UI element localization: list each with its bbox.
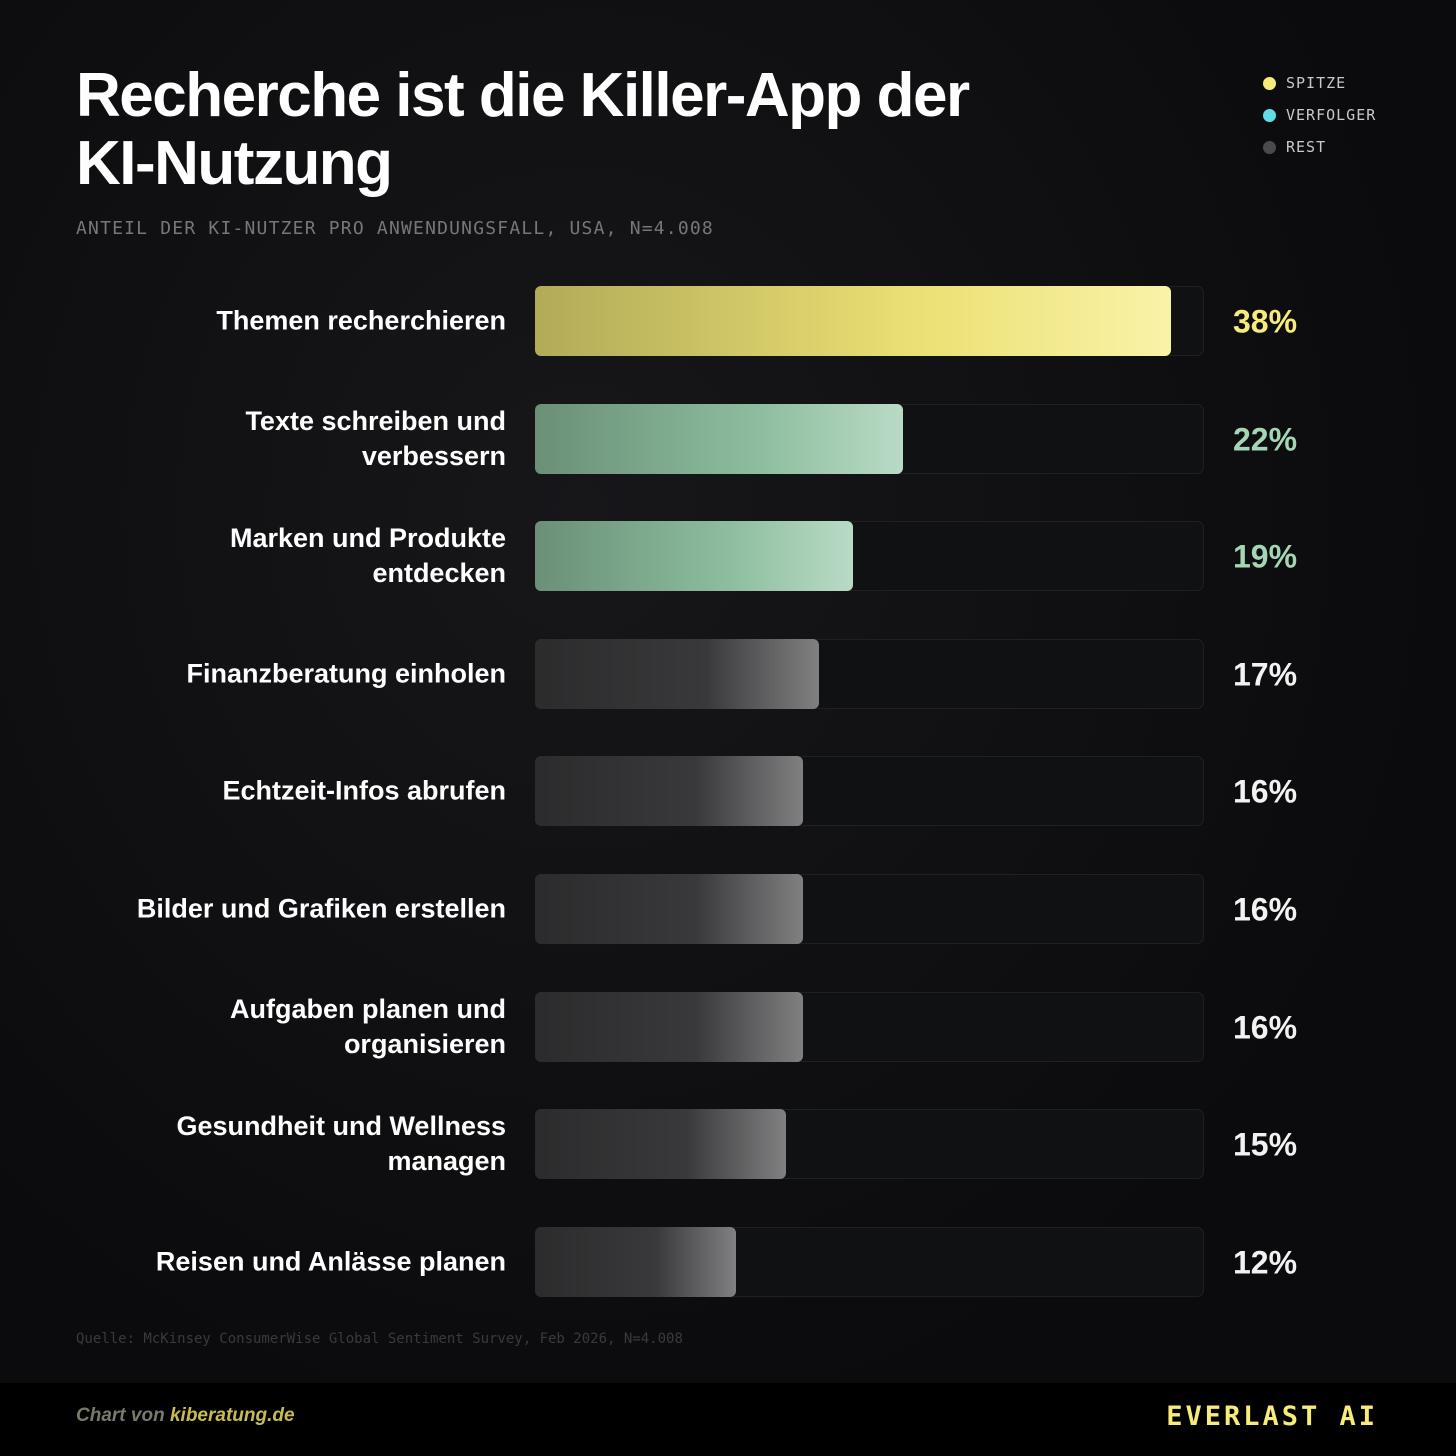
bar (535, 1226, 736, 1297)
category-label: Texte schreiben und verbessern (245, 405, 506, 471)
bar (535, 756, 803, 827)
credit-prefix: Chart von (76, 1405, 165, 1426)
value-label: 38% (1233, 303, 1298, 340)
source-note: Quelle: McKinsey ConsumerWise Global Sen… (76, 1331, 683, 1347)
bar (535, 403, 903, 474)
bar (535, 638, 820, 709)
category-label: Gesundheit und Wellness managen (176, 1111, 506, 1177)
chart-subtitle: ANTEIL DER KI-NUTZER PRO ANWENDUNGSFALL,… (76, 218, 714, 239)
legend-item: VERFOLGER (1263, 106, 1376, 124)
legend: SPITZE VERFOLGER REST (1263, 74, 1376, 170)
category-label: Themen recherchieren (216, 305, 506, 336)
value-label: 22% (1233, 421, 1298, 458)
value-label: 15% (1233, 1126, 1298, 1163)
value-label: 12% (1233, 1244, 1298, 1281)
bar (535, 874, 803, 944)
legend-label: VERFOLGER (1286, 106, 1377, 124)
category-label: Echtzeit-Infos abrufen (222, 775, 506, 806)
bar (535, 991, 803, 1062)
legend-label: SPITZE (1286, 74, 1347, 92)
value-label: 16% (1233, 891, 1298, 928)
legend-label: REST (1286, 138, 1327, 156)
legend-swatch (1263, 76, 1276, 90)
legend-item: SPITZE (1263, 74, 1376, 92)
legend-swatch (1263, 108, 1276, 122)
category-label: Bilder und Grafiken erstellen (136, 893, 506, 924)
category-label: Reisen und Anlässe planen (155, 1246, 506, 1277)
bar (535, 1109, 786, 1180)
value-label: 16% (1233, 773, 1298, 810)
credit: Chart von kiberatung.de (76, 1405, 295, 1427)
footer: Chart von kiberatung.de EVERLAST AI (0, 1383, 1456, 1456)
category-label: Marken und Produkte entdecken (229, 523, 506, 589)
legend-swatch (1263, 140, 1276, 154)
brand: EVERLAST AI (1166, 1401, 1378, 1432)
category-label: Finanzberatung einholen (186, 658, 506, 689)
credit-link: kiberatung.de (169, 1405, 295, 1426)
bar (535, 521, 853, 592)
chart-title: Recherche ist die Killer-App der KI-Nutz… (76, 61, 970, 198)
value-label: 19% (1233, 538, 1298, 575)
value-label: 17% (1233, 656, 1298, 693)
category-label: Aufgaben planen und organisieren (230, 993, 506, 1059)
value-label: 16% (1233, 1009, 1298, 1046)
legend-item: REST (1263, 138, 1376, 156)
bar (535, 286, 1171, 356)
